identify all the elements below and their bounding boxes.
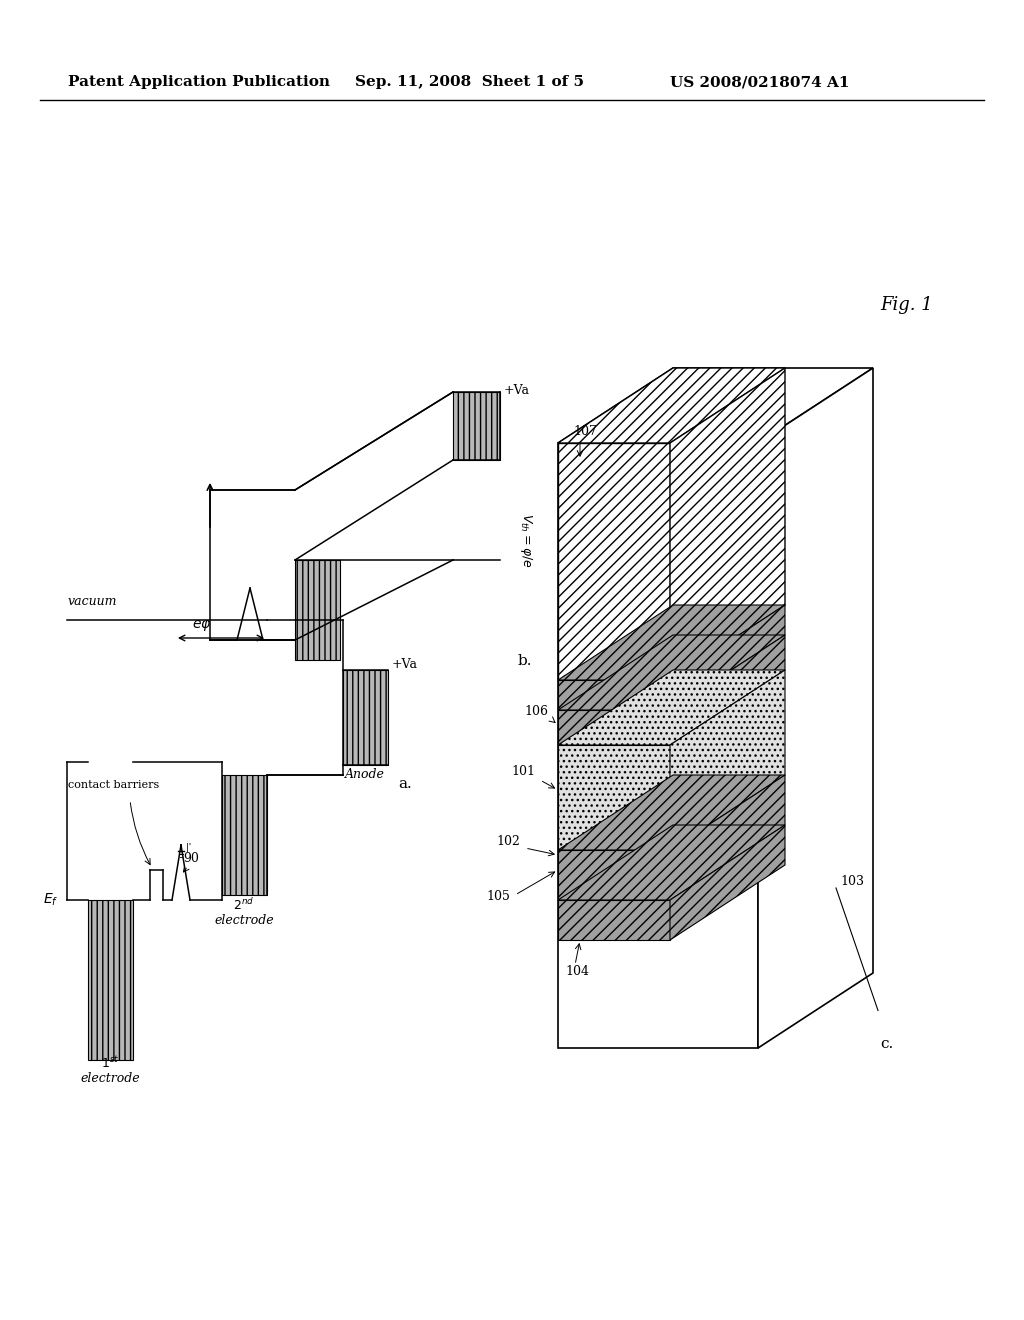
Polygon shape — [670, 368, 785, 680]
Polygon shape — [558, 710, 670, 744]
Polygon shape — [558, 444, 758, 1048]
Text: 90: 90 — [183, 851, 199, 865]
Text: 106: 106 — [524, 705, 548, 718]
Text: $1^{st}$: $1^{st}$ — [100, 1056, 119, 1071]
Text: 107: 107 — [573, 425, 597, 438]
Text: US 2008/0218074 A1: US 2008/0218074 A1 — [670, 75, 850, 88]
Text: Fig. 1: Fig. 1 — [880, 296, 933, 314]
Bar — [343, 671, 388, 766]
Polygon shape — [758, 368, 873, 1048]
Polygon shape — [558, 635, 785, 710]
Text: electrode: electrode — [80, 1072, 140, 1085]
Text: $E_f$: $E_f$ — [43, 892, 58, 908]
Bar — [295, 560, 340, 660]
Text: c.: c. — [880, 1038, 893, 1051]
Text: +Va: +Va — [392, 657, 418, 671]
Text: electrode: electrode — [214, 913, 273, 927]
Polygon shape — [558, 368, 873, 444]
Text: $e\varphi$: $e\varphi$ — [193, 618, 212, 634]
Text: 102: 102 — [496, 836, 520, 847]
Text: 101: 101 — [511, 766, 535, 777]
Text: Anode: Anode — [345, 768, 385, 781]
Text: Sep. 11, 2008  Sheet 1 of 5: Sep. 11, 2008 Sheet 1 of 5 — [355, 75, 584, 88]
Polygon shape — [670, 605, 785, 710]
Polygon shape — [558, 680, 670, 710]
Text: |': |' — [186, 842, 191, 851]
Text: $2^{nd}$: $2^{nd}$ — [233, 898, 255, 913]
Polygon shape — [670, 825, 785, 940]
Text: vacuum: vacuum — [68, 595, 118, 609]
Text: Patent Application Publication: Patent Application Publication — [68, 75, 330, 88]
Bar — [453, 392, 500, 459]
Polygon shape — [558, 368, 785, 444]
Text: a.: a. — [398, 777, 412, 791]
Text: 103: 103 — [840, 875, 864, 888]
Polygon shape — [558, 444, 670, 680]
Polygon shape — [558, 900, 670, 940]
Text: 108: 108 — [560, 675, 584, 688]
Polygon shape — [558, 775, 785, 850]
Polygon shape — [558, 744, 670, 850]
Text: 105: 105 — [486, 890, 510, 903]
Text: $V_{th}=\varphi/e$: $V_{th}=\varphi/e$ — [518, 512, 534, 568]
Polygon shape — [670, 671, 785, 850]
Polygon shape — [558, 671, 785, 744]
Text: +Va: +Va — [504, 384, 530, 397]
Polygon shape — [670, 775, 785, 900]
Polygon shape — [558, 850, 670, 900]
Text: b.: b. — [518, 653, 532, 668]
Polygon shape — [670, 635, 785, 744]
Polygon shape — [558, 605, 785, 680]
Bar — [88, 900, 133, 1060]
Text: contact barriers: contact barriers — [68, 780, 160, 789]
Polygon shape — [558, 825, 785, 900]
Bar — [222, 775, 267, 895]
Text: 104: 104 — [565, 965, 589, 978]
